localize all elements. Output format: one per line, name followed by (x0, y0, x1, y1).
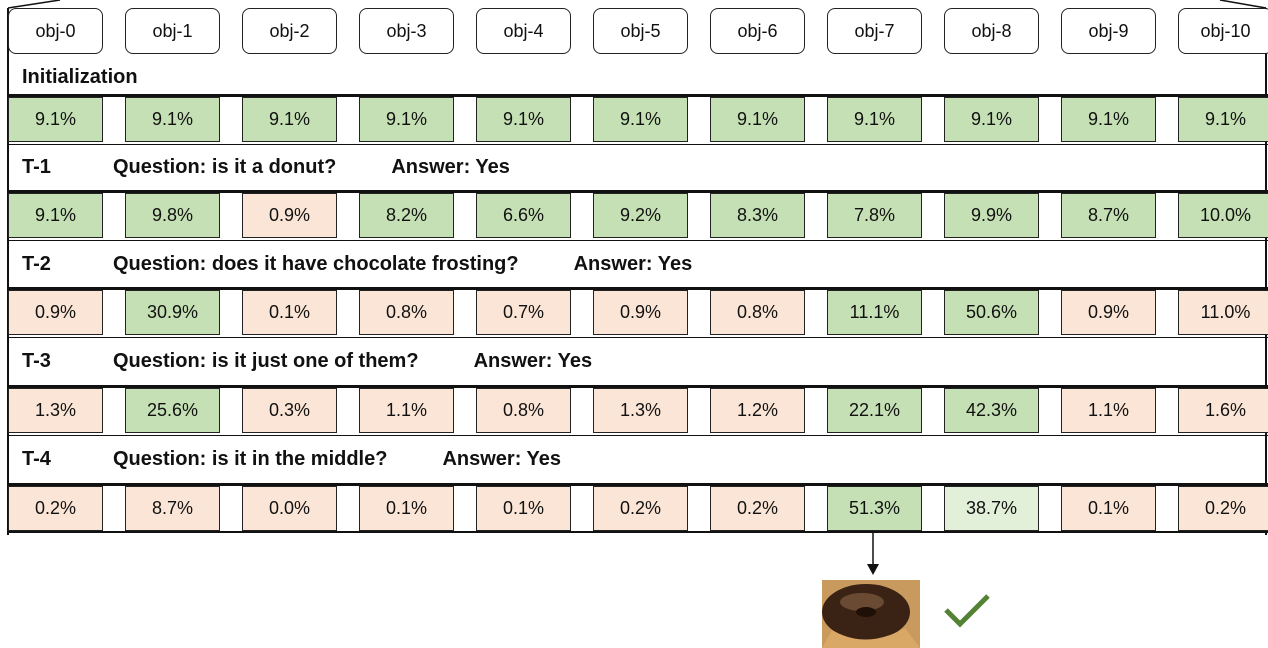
probability-cell: 1.3% (8, 388, 103, 433)
frame-edge (1219, 0, 1267, 9)
check-mark (944, 594, 990, 628)
object-box: obj-8 (944, 8, 1039, 54)
probability-cell: 38.7% (944, 486, 1039, 531)
probability-cell: 9.1% (125, 97, 220, 142)
probability-cell: 0.1% (242, 290, 337, 335)
probability-cell: 8.2% (359, 193, 454, 238)
probability-cell: 1.2% (710, 388, 805, 433)
donut-image (822, 580, 920, 648)
probability-cell: 0.8% (359, 290, 454, 335)
object-box: obj-4 (476, 8, 571, 54)
probability-cell: 9.2% (593, 193, 688, 238)
object-box: obj-9 (1061, 8, 1156, 54)
turn-row: T-3 Question: is it just one of them? Answ… (8, 337, 1268, 385)
turn-label: T-3 (22, 350, 51, 372)
probability-cell: 1.3% (593, 388, 688, 433)
probability-cell: 8.3% (710, 193, 805, 238)
probability-cell: 30.9% (125, 290, 220, 335)
answer: Answer: Yes (573, 252, 693, 275)
probability-cell: 0.8% (476, 388, 571, 433)
probability-cell: 9.8% (125, 193, 220, 238)
turn-row: T-4 Question: is it in the middle? Answer:… (8, 435, 1268, 483)
probability-cell: 51.3% (827, 486, 922, 531)
object-box: obj-10 (1178, 8, 1268, 54)
probability-cell: 6.6% (476, 193, 571, 238)
probability-cell: 0.7% (476, 290, 571, 335)
object-box: obj-3 (359, 8, 454, 54)
probability-cell: 42.3% (944, 388, 1039, 433)
turn-label: T-4 (22, 448, 51, 470)
probability-cell: 9.9% (944, 193, 1039, 238)
question: Question: is it in the middle? (113, 448, 388, 470)
probability-cell: 9.1% (593, 97, 688, 142)
turn-row: T-2 Question: does it have chocolate fros… (8, 240, 1268, 287)
question: Question: is it a donut? (113, 156, 337, 178)
probability-cell: 0.3% (242, 388, 337, 433)
answer: Answer: Yes (442, 448, 562, 470)
probability-cell: 0.2% (8, 486, 103, 531)
frame-edge (7, 0, 61, 9)
probability-cell: 1.1% (359, 388, 454, 433)
probability-cell: 0.1% (359, 486, 454, 531)
turn-row: T-1 Question: is it a donut? Answer: Yes (8, 144, 1268, 190)
question: Question: is it just one of them? (113, 350, 419, 372)
object-box: obj-7 (827, 8, 922, 54)
answer: Answer: Yes (391, 156, 510, 178)
probability-cell: 0.2% (710, 486, 805, 531)
probability-cell: 0.1% (1061, 486, 1156, 531)
probability-cell: 9.1% (8, 193, 103, 238)
object-box: obj-1 (125, 8, 220, 54)
separator (8, 190, 1268, 193)
probability-cell: 9.1% (710, 97, 805, 142)
probability-cell: 11.0% (1178, 290, 1268, 335)
turn-label: T-1 (22, 156, 51, 178)
probability-cell: 22.1% (827, 388, 922, 433)
probability-cell: 1.1% (1061, 388, 1156, 433)
probability-cell: 9.1% (944, 97, 1039, 142)
probability-cell: 9.1% (1061, 97, 1156, 142)
probability-cell: 0.9% (242, 193, 337, 238)
object-box: obj-6 (710, 8, 805, 54)
probability-cell: 9.1% (242, 97, 337, 142)
separator (8, 385, 1268, 388)
probability-cell: 9.1% (827, 97, 922, 142)
separator (8, 483, 1268, 486)
answer: Answer: Yes (473, 350, 593, 372)
probability-cell: 8.7% (1061, 193, 1156, 238)
object-box: obj-0 (8, 8, 103, 54)
probability-cell: 9.1% (8, 97, 103, 142)
section-label: Initialization (22, 65, 138, 88)
question: Question: does it have chocolate frostin… (113, 252, 519, 275)
turn-label: T-2 (22, 252, 51, 275)
probability-cell: 0.0% (242, 486, 337, 531)
probability-cell: 8.7% (125, 486, 220, 531)
arrow-head (867, 564, 879, 575)
probability-cell: 0.8% (710, 290, 805, 335)
probability-cell: 0.9% (8, 290, 103, 335)
separator (8, 531, 1268, 533)
object-box: obj-2 (242, 8, 337, 54)
probability-cell: 10.0% (1178, 193, 1268, 238)
probability-cell: 9.1% (359, 97, 454, 142)
probability-cell: 25.6% (125, 388, 220, 433)
probability-cell: 7.8% (827, 193, 922, 238)
probability-cell: 0.9% (593, 290, 688, 335)
probability-cell: 0.9% (1061, 290, 1156, 335)
object-box: obj-5 (593, 8, 688, 54)
probability-cell: 11.1% (827, 290, 922, 335)
probability-cell: 0.2% (1178, 486, 1268, 531)
probability-cell: 1.6% (1178, 388, 1268, 433)
probability-cell: 9.1% (1178, 97, 1268, 142)
probability-cell: 50.6% (944, 290, 1039, 335)
separator (8, 287, 1268, 290)
separator (8, 94, 1268, 97)
probability-cell: 0.2% (593, 486, 688, 531)
probability-cell: 0.1% (476, 486, 571, 531)
probability-cell: 9.1% (476, 97, 571, 142)
